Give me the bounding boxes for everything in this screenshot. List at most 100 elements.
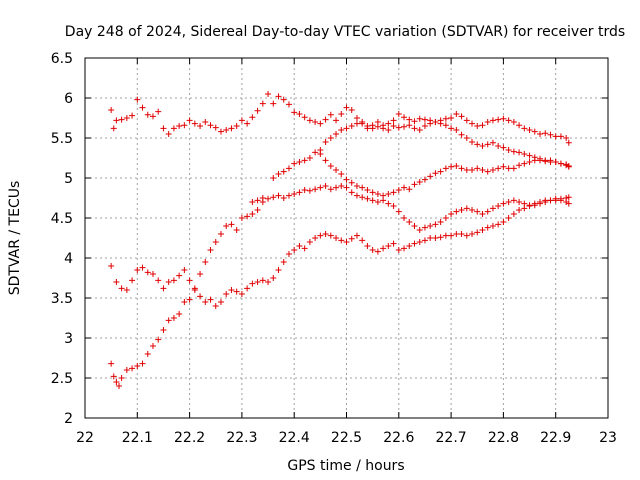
data-point [432,170,439,177]
data-point [265,195,272,202]
data-point [474,208,481,215]
data-point [285,165,292,172]
data-point [458,207,465,213]
data-point [270,175,277,181]
data-point [155,277,162,284]
data-point [453,231,460,237]
data-point [495,143,502,149]
data-point [406,186,413,193]
data-point [327,186,334,193]
data-point [416,179,423,185]
data-point [233,288,240,295]
data-point [338,237,345,244]
y-tick-label: 5.5 [51,131,73,147]
data-point [359,237,366,244]
data-point [322,139,329,145]
data-point [411,125,418,132]
data-point [531,202,538,209]
data-point [254,279,261,285]
data-point [144,269,151,276]
data-point [233,123,240,129]
data-point [416,227,423,233]
data-point [442,215,449,221]
data-point [113,379,120,385]
data-point [557,133,564,140]
data-point [207,296,214,303]
data-point [212,239,219,245]
x-tick-label: 22.3 [226,430,257,446]
data-point [500,163,507,170]
data-point [495,221,502,228]
data-point [301,157,308,164]
data-point [448,232,455,239]
data-point [306,239,313,245]
data-point [516,122,523,129]
data-point [129,277,136,284]
data-point [364,187,371,193]
data-point [416,127,423,133]
data-point [317,232,324,239]
data-point [463,205,470,212]
data-point [469,207,476,213]
data-point [453,163,460,169]
data-point [380,197,387,204]
data-point [259,100,266,107]
data-point [479,122,486,129]
data-point [238,117,245,124]
data-point [165,131,172,137]
data-point [296,189,303,196]
data-point [484,119,491,125]
data-point [118,116,125,123]
data-point [469,167,476,173]
data-point [176,311,183,317]
data-point [521,160,528,167]
data-point [469,139,476,145]
data-point [186,277,193,284]
data-point [149,271,156,277]
data-point [395,247,402,253]
y-axis-ticks: 2 2.5 3 3.5 4 4.5 5 5.5 6 6.5 [51,51,608,427]
data-point [406,219,413,225]
data-point [223,127,230,133]
data-point [565,163,572,170]
data-point [327,135,334,141]
data-point [155,108,162,115]
data-point [191,287,198,293]
data-point [500,200,507,207]
data-point [296,159,303,165]
data-point [212,124,219,131]
data-point [212,303,219,309]
data-point [353,192,360,199]
data-point [296,243,303,249]
data-point [115,383,122,389]
data-point [285,251,292,257]
data-point [259,277,266,284]
x-tick-label: 23 [599,430,617,446]
data-point [563,195,570,201]
data-point [353,232,360,239]
data-point [442,165,449,172]
data-point [228,221,235,228]
data-point [516,149,523,156]
data-point [202,119,209,125]
data-point [228,287,235,293]
data-point [385,200,392,207]
data-point [249,280,256,287]
data-point [411,223,418,229]
data-point [238,215,245,221]
data-point [369,247,376,253]
series-4 [249,183,572,233]
data-point [223,291,230,297]
data-point [249,199,256,205]
data-point [448,115,455,121]
data-point [369,125,376,132]
data-point [118,285,125,292]
data-point [380,245,387,252]
data-point [542,158,549,165]
data-point [348,107,355,113]
data-point [369,197,376,204]
data-point [348,189,355,196]
data-point [291,160,298,167]
data-point [322,157,329,164]
data-point [416,239,423,245]
